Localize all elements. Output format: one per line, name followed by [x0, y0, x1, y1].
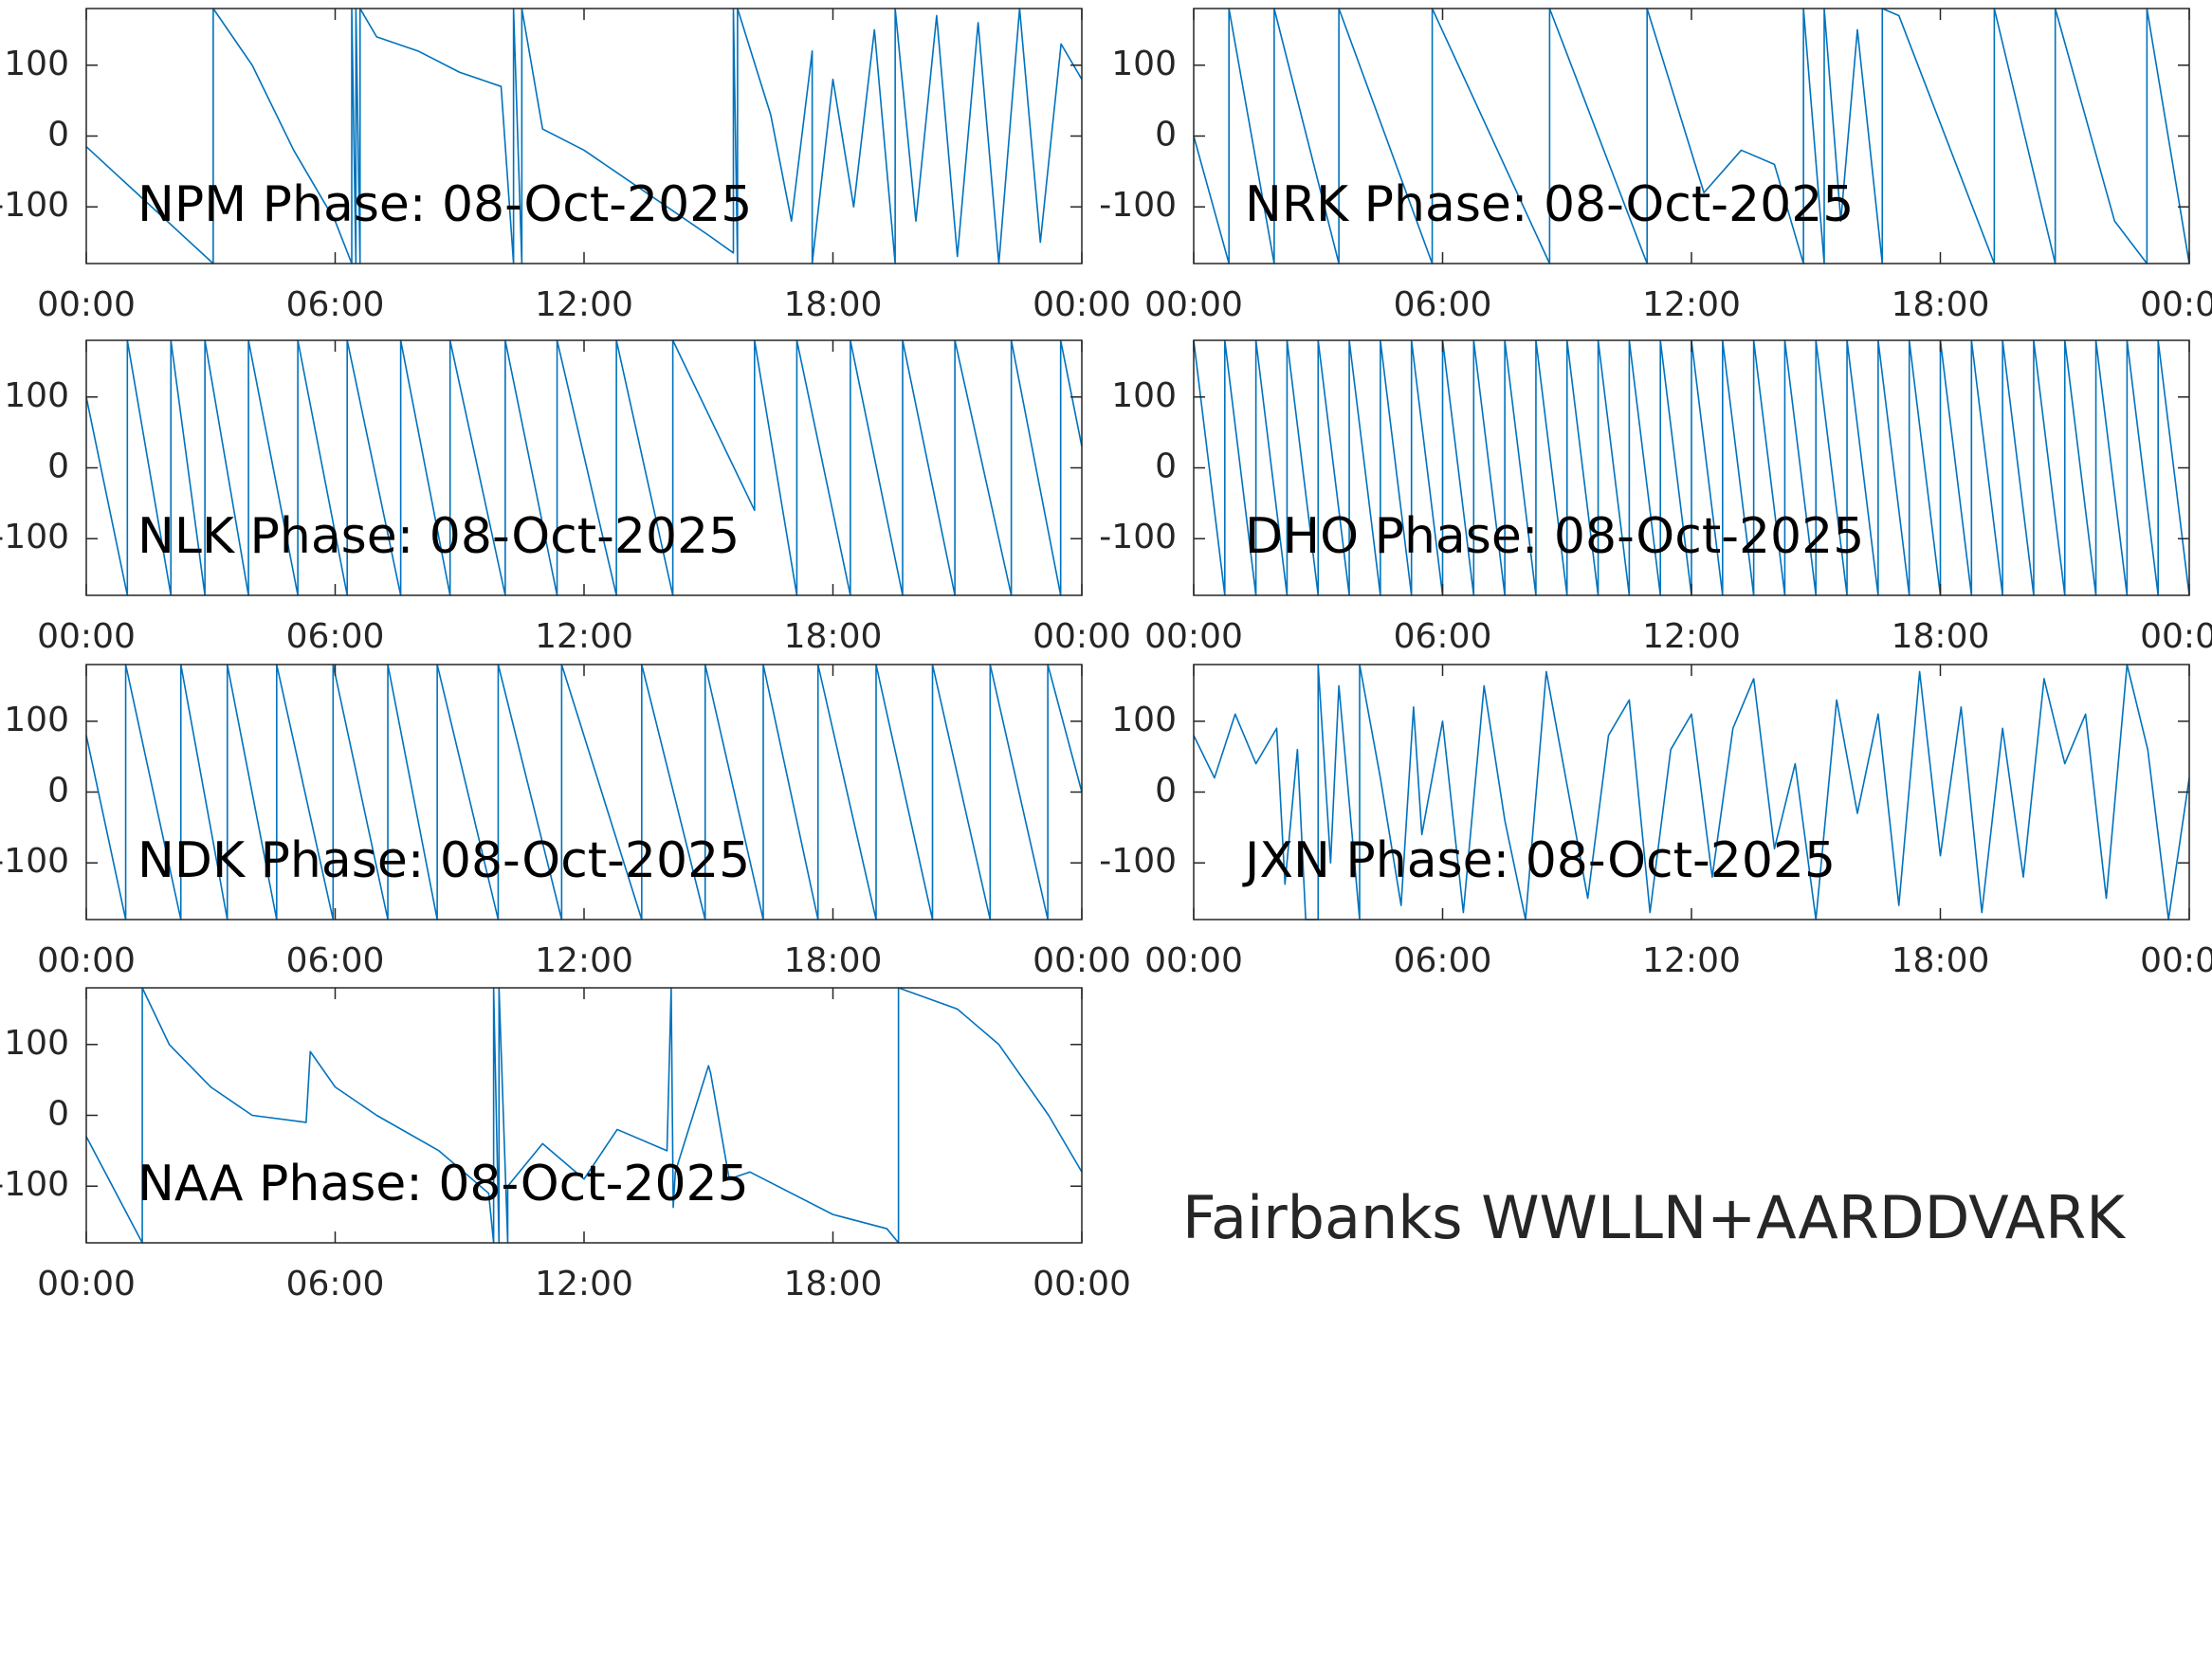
x-tick-label: 12:00 — [535, 941, 633, 980]
chart-title: NDK Phase: 08-Oct-2025 — [137, 832, 750, 889]
x-tick-label: 12:00 — [535, 1265, 633, 1304]
y-tick-label: 0 — [47, 1095, 69, 1134]
chart-title: DHO Phase: 08-Oct-2025 — [1245, 508, 1864, 565]
plot-area — [1194, 9, 2189, 264]
x-tick-label: 18:00 — [1892, 285, 1990, 324]
phase-line — [85, 8, 1083, 264]
chart-title: NRK Phase: 08-Oct-2025 — [1245, 176, 1854, 233]
panel: -100 0 100 00:00 06:00 12:00 18:00 00:00 NRK Pha… — [1099, 8, 2212, 324]
panel: -100 0 100 00:00 06:00 12:00 18:00 00:00 NLK Pha… — [0, 339, 1131, 656]
x-tick-label: 18:00 — [784, 941, 883, 980]
phase-line — [1193, 339, 2190, 596]
panel: -100 0 100 00:00 06:00 12:00 18:00 00:00 JXN Pha… — [1099, 664, 2212, 980]
y-tick-label: -100 — [1099, 518, 1177, 556]
phase-line — [85, 339, 1083, 596]
x-tick-label: 06:00 — [286, 285, 385, 324]
x-tick-label: 06:00 — [1394, 617, 1492, 656]
x-tick-label: 00:00 — [37, 941, 136, 980]
x-tick-label: 18:00 — [784, 617, 883, 656]
y-tick-label: -100 — [0, 1165, 69, 1204]
chart-title: NPM Phase: 08-Oct-2025 — [137, 176, 752, 233]
x-tick-label: 00:00 — [37, 1265, 136, 1304]
x-tick-label: 18:00 — [1892, 617, 1990, 656]
y-tick-label: 0 — [47, 116, 69, 155]
x-tick-label: 00:00 — [1033, 285, 1131, 324]
y-tick-label: -100 — [0, 186, 69, 225]
x-tick-label: 00:00 — [1033, 617, 1131, 656]
x-tick-label: 00:00 — [1144, 617, 1243, 656]
x-tick-label: 12:00 — [1642, 941, 1741, 980]
x-tick-label: 12:00 — [1642, 285, 1741, 324]
x-tick-label: 00:00 — [1144, 941, 1243, 980]
y-tick-label: -100 — [0, 518, 69, 556]
x-tick-label: 18:00 — [784, 285, 883, 324]
y-tick-label: 100 — [1111, 376, 1177, 415]
y-tick-label: 0 — [1155, 772, 1177, 811]
x-tick-label: 00:00 — [37, 617, 136, 656]
x-tick-label: 06:00 — [286, 941, 385, 980]
x-tick-label: 06:00 — [286, 1265, 385, 1304]
x-tick-label: 00:00 — [37, 285, 136, 324]
x-tick-label: 00:00 — [2140, 941, 2212, 980]
x-tick-label: 00:00 — [2140, 617, 2212, 656]
plot-area — [86, 340, 1082, 595]
x-tick-label: 00:00 — [2140, 285, 2212, 324]
chart-title: NLK Phase: 08-Oct-2025 — [137, 508, 740, 565]
x-tick-label: 00:00 — [1033, 941, 1131, 980]
panel: -100 0 100 00:00 06:00 12:00 18:00 00:00 NAA Pha… — [0, 987, 1131, 1304]
x-tick-label: 12:00 — [1642, 617, 1741, 656]
y-tick-label: 0 — [47, 447, 69, 486]
x-tick-label: 00:00 — [1033, 1265, 1131, 1304]
x-tick-label: 18:00 — [784, 1265, 883, 1304]
chart-title: JXN Phase: 08-Oct-2025 — [1242, 832, 1836, 889]
x-tick-label: 06:00 — [1394, 941, 1492, 980]
x-tick-label: 18:00 — [1892, 941, 1990, 980]
x-tick-label: 12:00 — [535, 285, 633, 324]
y-tick-label: 0 — [1155, 447, 1177, 486]
x-tick-label: 06:00 — [286, 617, 385, 656]
y-tick-label: -100 — [1099, 842, 1177, 881]
x-tick-label: 06:00 — [1394, 285, 1492, 324]
y-tick-label: 100 — [4, 701, 69, 739]
y-tick-label: -100 — [1099, 186, 1177, 225]
y-tick-label: -100 — [0, 842, 69, 881]
panel: -100 0 100 00:00 06:00 12:00 18:00 00:00 NPM Pha… — [0, 8, 1131, 324]
panel: -100 0 100 00:00 06:00 12:00 18:00 00:00 NDK Pha… — [0, 664, 1131, 980]
y-tick-label: 0 — [47, 772, 69, 811]
y-tick-label: 100 — [4, 376, 69, 415]
x-tick-label: 00:00 — [1144, 285, 1243, 324]
caption: Fairbanks WWLLN+AARDDVARK — [1182, 1183, 2126, 1252]
phase-line — [85, 987, 1083, 1244]
panel: -100 0 100 00:00 06:00 12:00 18:00 00:00 DHO Pha… — [1099, 339, 2212, 656]
y-tick-label: 100 — [1111, 701, 1177, 739]
y-tick-label: 100 — [4, 45, 69, 83]
y-tick-label: 100 — [4, 1024, 69, 1063]
x-tick-label: 12:00 — [535, 617, 633, 656]
phase-line — [85, 664, 1083, 921]
y-tick-label: 100 — [1111, 45, 1177, 83]
chart-title: NAA Phase: 08-Oct-2025 — [137, 1156, 749, 1212]
y-tick-label: 0 — [1155, 116, 1177, 155]
